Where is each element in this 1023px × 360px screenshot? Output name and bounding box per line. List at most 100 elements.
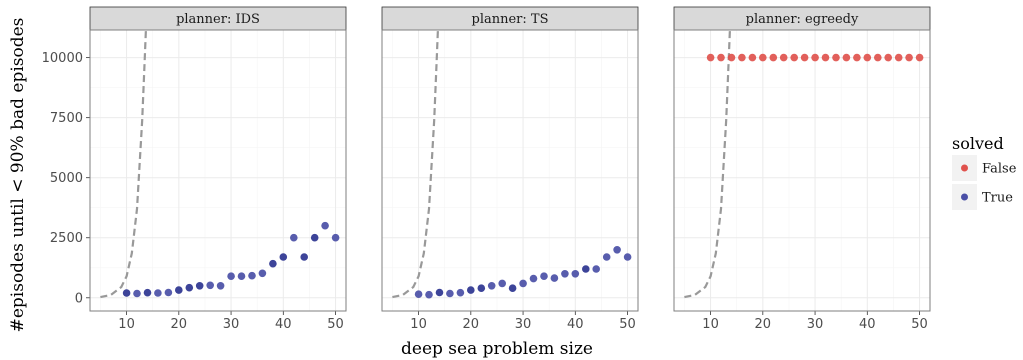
data-point	[915, 53, 924, 62]
data-point	[258, 269, 267, 278]
x-tick-label: 10	[702, 317, 719, 332]
data-point	[905, 53, 913, 62]
y-tick-label: 5000	[50, 171, 83, 186]
data-point	[540, 272, 548, 281]
legend: solved False True	[952, 134, 1017, 210]
data-point	[154, 289, 162, 297]
data-point	[790, 53, 798, 62]
facet-strip-label: planner: egreedy	[746, 12, 859, 27]
data-point	[561, 270, 569, 278]
data-point	[779, 53, 788, 62]
x-tick-label: 50	[327, 317, 344, 332]
data-point	[863, 53, 872, 62]
data-point	[727, 53, 736, 62]
facet-panel-3: planner: egreedy 10 20 30 40 50	[673, 6, 931, 332]
data-point	[279, 253, 288, 261]
y-tick-label: 2500	[50, 231, 83, 246]
data-point	[248, 271, 256, 280]
x-tick-label: 40	[275, 317, 292, 332]
data-point	[519, 279, 527, 288]
x-tick-label: 30	[515, 317, 532, 332]
facet-panels: planner: IDS 0 2500 5000 7500 10000 10 20 30 40 50…	[42, 6, 931, 332]
data-point	[290, 233, 298, 242]
data-point	[706, 53, 715, 62]
data-point	[414, 290, 423, 299]
data-point	[216, 282, 225, 290]
legend-title: solved	[952, 134, 1004, 153]
legend-label-true: True	[982, 191, 1013, 206]
data-point	[602, 253, 611, 261]
panel-border	[381, 29, 639, 312]
data-point	[143, 288, 152, 297]
panel-border	[89, 29, 347, 312]
data-point	[467, 286, 475, 294]
data-point	[237, 272, 246, 281]
data-point	[811, 53, 819, 62]
data-point	[195, 282, 204, 290]
facet-panel-1: planner: IDS 0 2500 5000 7500 10000 10 20 30 40 50	[42, 6, 347, 332]
data-point	[435, 288, 444, 297]
x-tick-label: 30	[807, 317, 824, 332]
data-point	[769, 53, 778, 62]
data-point	[133, 289, 141, 298]
data-point	[529, 274, 538, 283]
data-point	[508, 284, 517, 293]
data-point	[842, 53, 851, 62]
y-tick-label: 0	[75, 291, 83, 306]
data-point	[717, 53, 725, 62]
x-tick-label: 50	[619, 317, 636, 332]
data-point	[300, 253, 309, 261]
data-point	[185, 283, 194, 292]
x-tick-label: 30	[223, 317, 240, 332]
data-point	[331, 233, 340, 242]
data-point	[122, 289, 131, 297]
data-point	[456, 288, 465, 297]
x-tick-label: 10	[410, 317, 427, 332]
facet-strip-label: planner: TS	[472, 12, 549, 27]
facet-panel-2: planner: TS 10 20 30 40 50	[381, 6, 639, 332]
reference-curve	[392, 30, 439, 299]
y-tick-label: 10000	[42, 51, 83, 66]
data-point	[759, 53, 767, 62]
data-point	[269, 259, 277, 268]
panel-border	[673, 29, 931, 312]
data-point	[613, 246, 621, 254]
reference-curve	[100, 30, 147, 299]
x-tick-label: 40	[567, 317, 584, 332]
facet-strip-label: planner: IDS	[176, 12, 260, 27]
data-point	[874, 53, 882, 62]
legend-label-false: False	[982, 162, 1017, 177]
data-point	[321, 221, 329, 230]
data-point	[164, 288, 173, 297]
data-point	[227, 272, 235, 281]
data-point	[582, 265, 590, 273]
x-tick-label: 20	[755, 317, 772, 332]
x-tick-label: 20	[463, 317, 480, 332]
x-tick-label: 20	[171, 317, 188, 332]
data-point	[310, 233, 319, 242]
data-point	[477, 284, 486, 293]
data-point	[175, 286, 183, 294]
data-point	[425, 290, 433, 299]
data-point	[487, 282, 496, 290]
data-point	[748, 53, 757, 62]
data-point	[884, 53, 892, 62]
data-point	[571, 270, 580, 278]
data-point	[821, 53, 830, 62]
data-point	[800, 53, 809, 62]
data-point	[894, 53, 903, 62]
x-tick-label: 10	[118, 317, 135, 332]
data-point	[738, 53, 746, 62]
x-axis-title: deep sea problem size	[401, 339, 593, 359]
data-point	[498, 279, 507, 288]
data-point	[550, 274, 559, 282]
data-point	[206, 281, 214, 290]
data-point	[832, 53, 840, 62]
x-tick-label: 50	[911, 317, 928, 332]
data-point	[853, 53, 861, 62]
x-tick-label: 40	[859, 317, 876, 332]
y-tick-label: 7500	[50, 111, 83, 126]
reference-curve	[684, 30, 731, 299]
data-point	[623, 253, 632, 261]
